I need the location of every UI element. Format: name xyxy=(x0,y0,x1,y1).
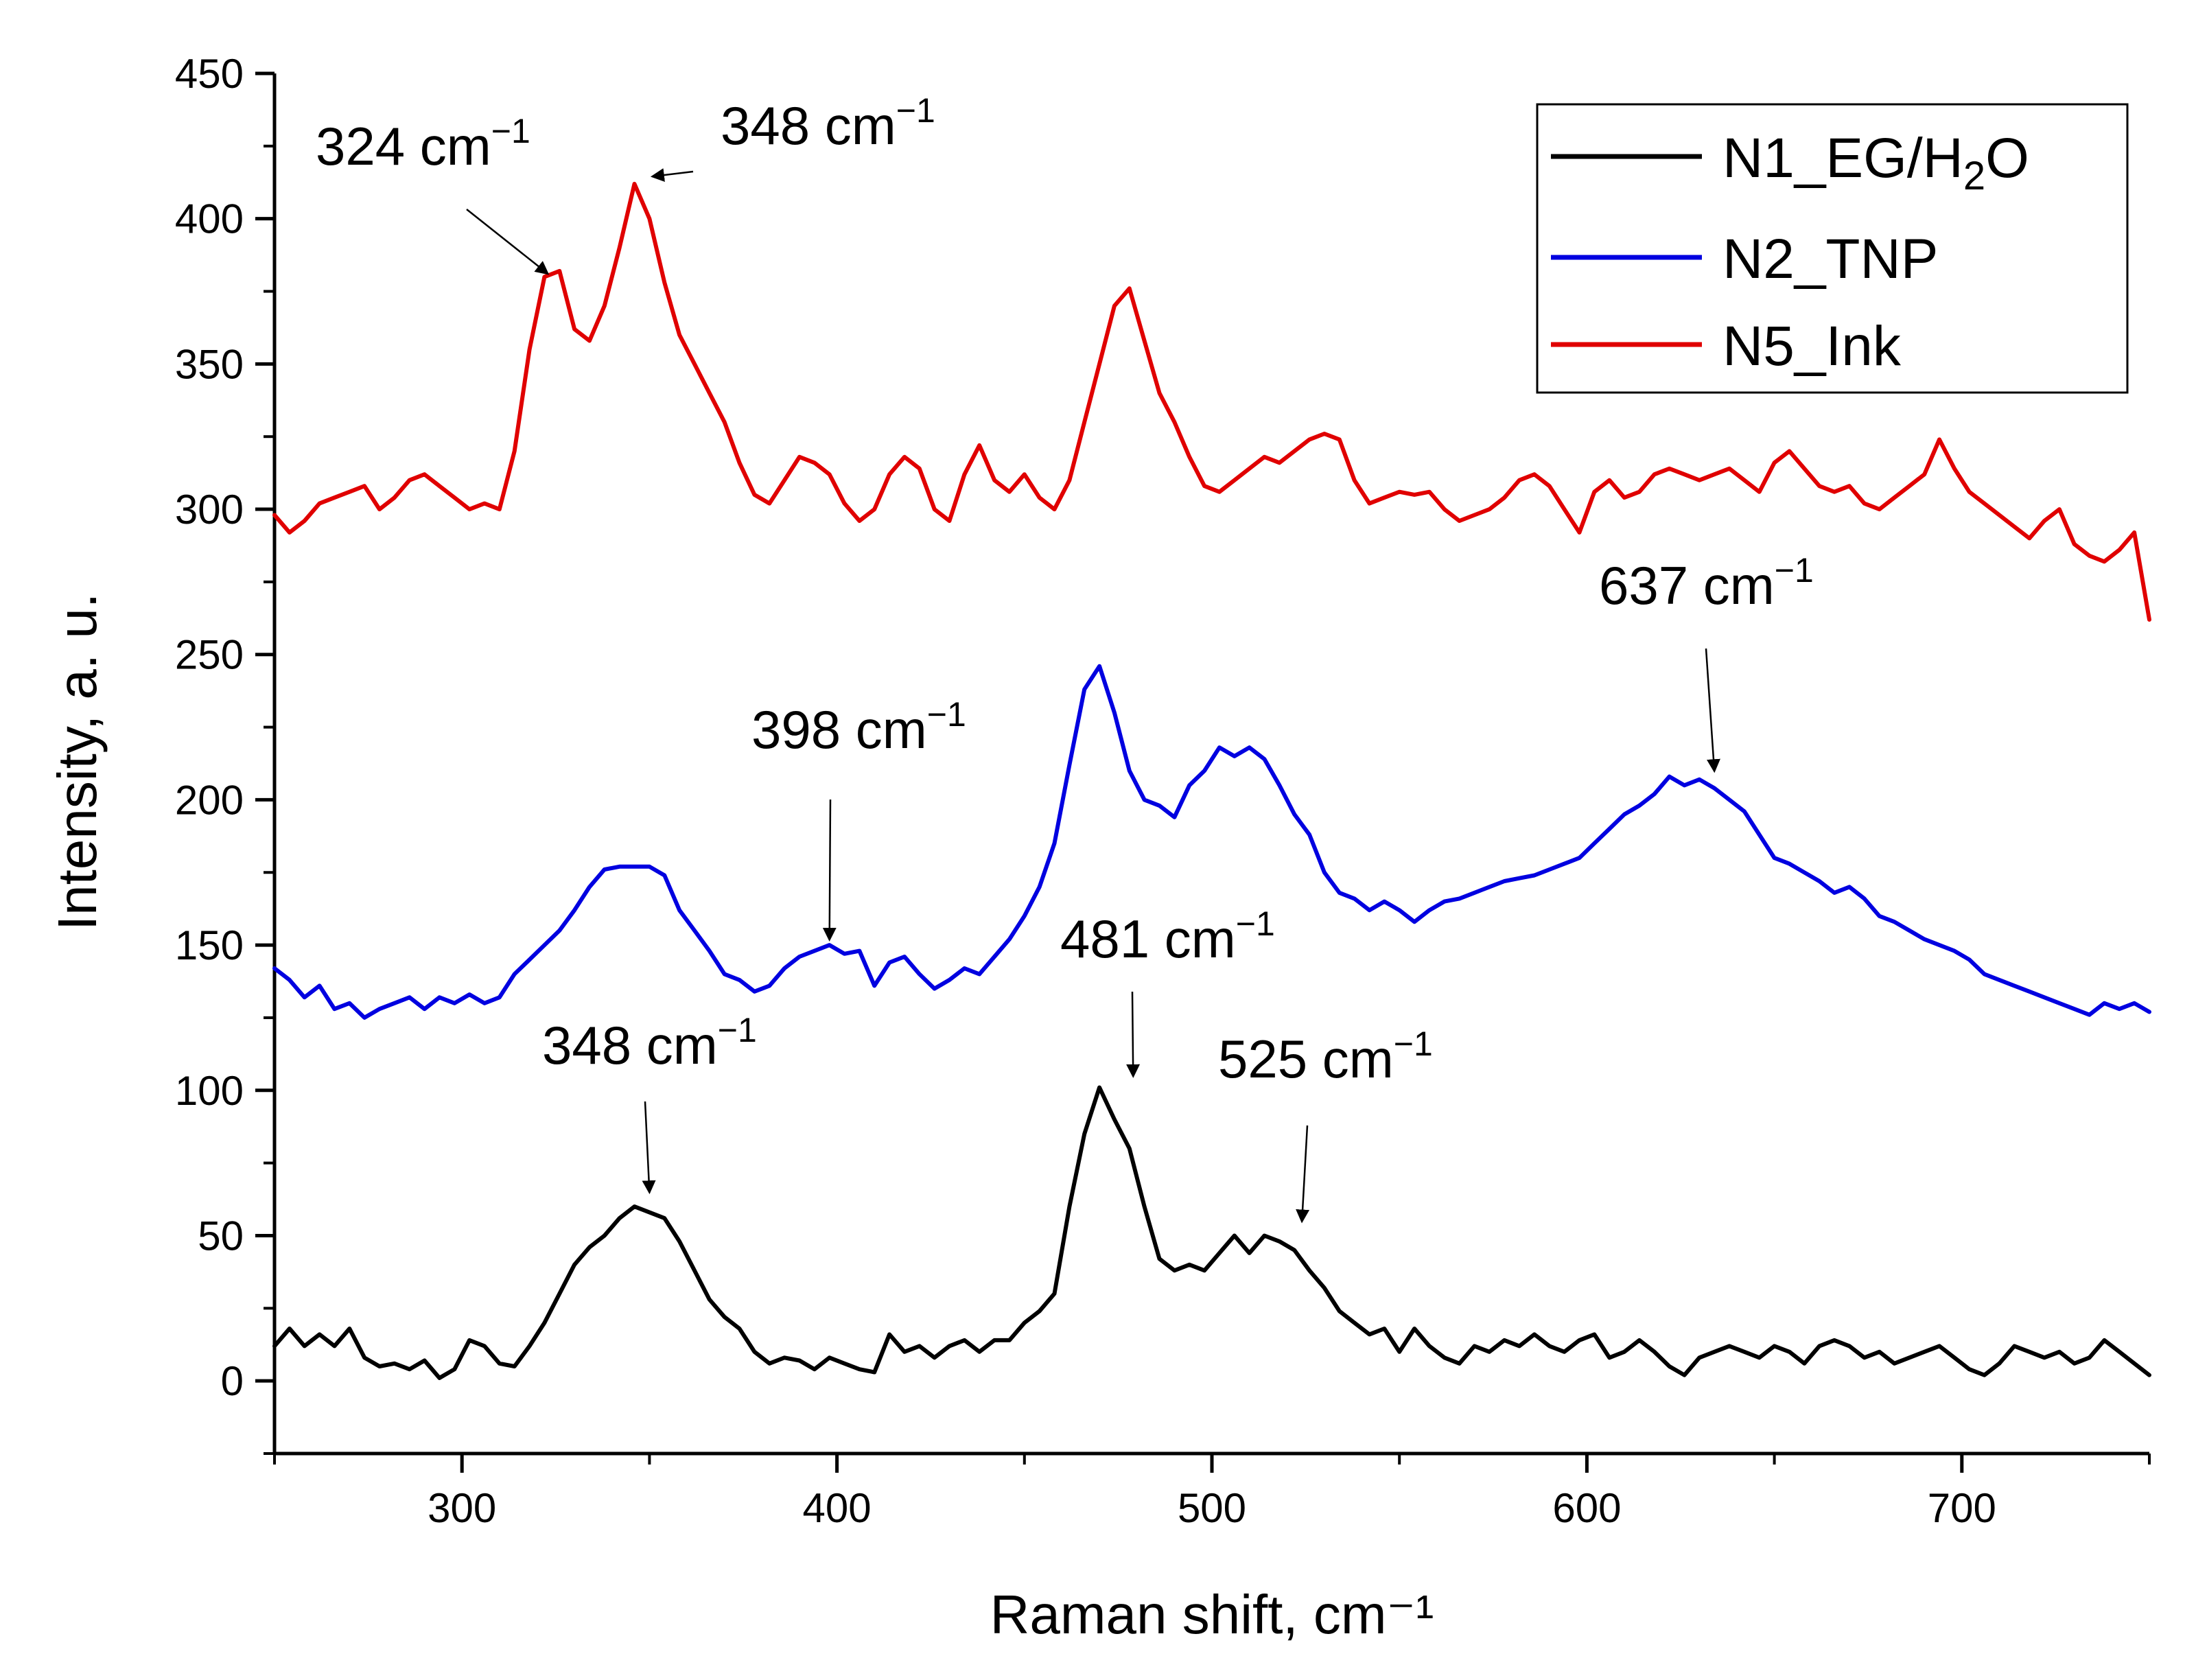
x-tick-label: 400 xyxy=(803,1485,872,1531)
annotation-label: 348 cm−1 xyxy=(542,1011,757,1075)
annotation-label: 481 cm−1 xyxy=(1060,905,1275,969)
y-tick-label: 100 xyxy=(175,1068,244,1114)
y-tick-label: 200 xyxy=(175,777,244,823)
legend-label-n2: N2_TNP xyxy=(1722,228,1938,290)
x-tick-label: 500 xyxy=(1178,1485,1246,1531)
annotation-arrow xyxy=(642,1101,656,1195)
series-group xyxy=(272,181,2151,1380)
y-tick-label: 50 xyxy=(198,1213,244,1259)
y-tick-label: 250 xyxy=(175,632,244,678)
y-axis-title: Intensity, a. u. xyxy=(47,593,108,931)
x-tick-label: 600 xyxy=(1552,1485,1621,1531)
legend-label-n1: N1_EG/H2O xyxy=(1722,127,2029,198)
y-tick-label: 0 xyxy=(221,1358,244,1404)
annotations: 324 cm−1 348 cm−1 637 cm−1 398 cm−1 481 cm−1… xyxy=(316,91,1814,1224)
annotation-arrow xyxy=(1296,1125,1310,1224)
y-tick-label: 150 xyxy=(175,922,244,968)
annotation-label: 398 cm−1 xyxy=(751,695,966,760)
legend: N1_EG/H2O N2_TNP N5_Ink xyxy=(1536,103,2129,394)
y-tick-label: 350 xyxy=(175,341,244,387)
series-line-n1-eg-h2o xyxy=(272,1085,2151,1380)
y-tick-label: 400 xyxy=(175,196,244,242)
x-tick-label: 700 xyxy=(1928,1485,1996,1531)
annotation-arrow xyxy=(1705,648,1720,773)
annotation-label: 348 cm−1 xyxy=(721,91,935,156)
y-tick-label: 450 xyxy=(175,51,244,97)
annotation-arrow xyxy=(650,168,694,183)
annotation-arrow xyxy=(466,209,550,275)
x-tick-label: 300 xyxy=(428,1485,496,1531)
x-axis-title: Raman shift, cm⁻¹ xyxy=(990,1584,1434,1645)
annotation-label: 637 cm−1 xyxy=(1599,551,1814,616)
series-line-n2-tnp xyxy=(272,664,2151,1020)
y-tick-label: 300 xyxy=(175,487,244,533)
legend-label-n5: N5_Ink xyxy=(1722,315,1902,377)
annotation-arrow xyxy=(1126,991,1141,1078)
ticks: 300 400 500 600 700 0 50 100 150 200 250 300 350 400 4… xyxy=(175,51,2151,1531)
series-line-n5-ink xyxy=(272,181,2151,622)
annotation-label: 324 cm−1 xyxy=(316,112,530,176)
annotation-label: 525 cm−1 xyxy=(1218,1025,1433,1089)
